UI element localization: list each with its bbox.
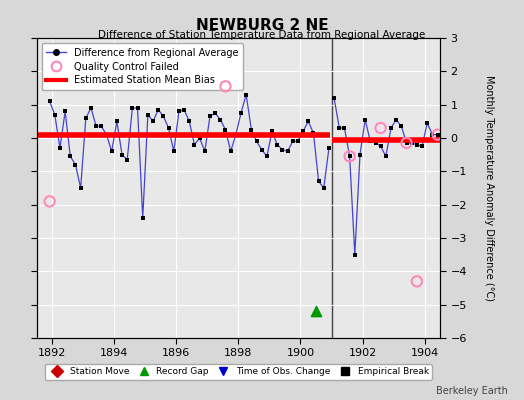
Point <box>433 132 442 138</box>
Text: Difference of Station Temperature Data from Regional Average: Difference of Station Temperature Data f… <box>99 30 425 40</box>
Point <box>418 143 426 150</box>
Point <box>56 145 64 151</box>
Point <box>413 142 421 148</box>
Legend: Station Move, Record Gap, Time of Obs. Change, Empirical Break: Station Move, Record Gap, Time of Obs. C… <box>45 364 432 380</box>
Point <box>242 92 250 98</box>
Point <box>325 145 333 151</box>
Point <box>66 153 74 160</box>
Point <box>123 156 132 163</box>
Point <box>201 148 209 154</box>
Point <box>221 126 230 133</box>
Point <box>402 140 411 146</box>
Point <box>413 278 421 284</box>
Point <box>397 123 406 130</box>
Point <box>387 125 395 131</box>
Point <box>206 113 214 120</box>
Point <box>113 118 121 124</box>
Point <box>138 215 147 221</box>
Point <box>320 185 328 191</box>
Point <box>392 116 400 123</box>
Point <box>232 132 240 138</box>
Point <box>340 125 348 131</box>
Point <box>154 106 162 113</box>
Point <box>237 110 245 116</box>
Point <box>165 125 173 131</box>
Point <box>118 152 126 158</box>
Point <box>268 128 276 134</box>
Point <box>356 152 364 158</box>
Point <box>402 140 411 146</box>
Point <box>423 120 431 126</box>
Point <box>376 125 385 131</box>
Point <box>428 132 436 138</box>
Point <box>335 125 344 131</box>
Point <box>408 140 416 146</box>
Point <box>273 142 281 148</box>
Point <box>263 153 271 160</box>
Point <box>61 108 69 114</box>
Point <box>102 132 111 138</box>
Point <box>278 146 287 153</box>
Point <box>190 142 199 148</box>
Point <box>92 123 101 130</box>
Point <box>253 138 261 144</box>
Point <box>299 128 307 134</box>
Point <box>257 146 266 153</box>
Point <box>304 118 312 124</box>
Point <box>77 185 85 191</box>
Point <box>247 126 256 133</box>
Point <box>170 148 178 154</box>
Point <box>211 110 220 116</box>
Point <box>351 252 359 258</box>
Point <box>149 118 157 124</box>
Point <box>71 162 80 168</box>
Point <box>312 308 320 314</box>
Point <box>97 123 105 130</box>
Point <box>107 148 116 154</box>
Point <box>376 143 385 150</box>
Point <box>216 116 224 123</box>
Point <box>372 140 380 146</box>
Point <box>314 178 323 184</box>
Point <box>128 105 137 111</box>
Point <box>87 105 95 111</box>
Point <box>361 116 369 123</box>
Point <box>174 108 183 114</box>
Point <box>82 115 90 121</box>
Point <box>51 112 59 118</box>
Point <box>46 198 54 204</box>
Point <box>381 153 390 160</box>
Point <box>330 95 339 101</box>
Text: NEWBURG 2 NE: NEWBURG 2 NE <box>195 18 329 33</box>
Point <box>144 112 152 118</box>
Point <box>289 138 297 144</box>
Point <box>309 130 318 136</box>
Point <box>283 148 292 154</box>
Point <box>185 118 193 124</box>
Point <box>195 135 204 141</box>
Point <box>134 105 142 111</box>
Point <box>46 98 54 104</box>
Point <box>345 153 354 160</box>
Point <box>366 138 375 144</box>
Point <box>345 153 354 160</box>
Text: Berkeley Earth: Berkeley Earth <box>436 386 508 396</box>
Point <box>294 138 302 144</box>
Point <box>159 113 168 120</box>
Point <box>226 148 235 154</box>
Point <box>433 132 442 138</box>
Point <box>180 106 188 113</box>
Y-axis label: Monthly Temperature Anomaly Difference (°C): Monthly Temperature Anomaly Difference (… <box>484 75 494 301</box>
Point <box>221 83 230 90</box>
